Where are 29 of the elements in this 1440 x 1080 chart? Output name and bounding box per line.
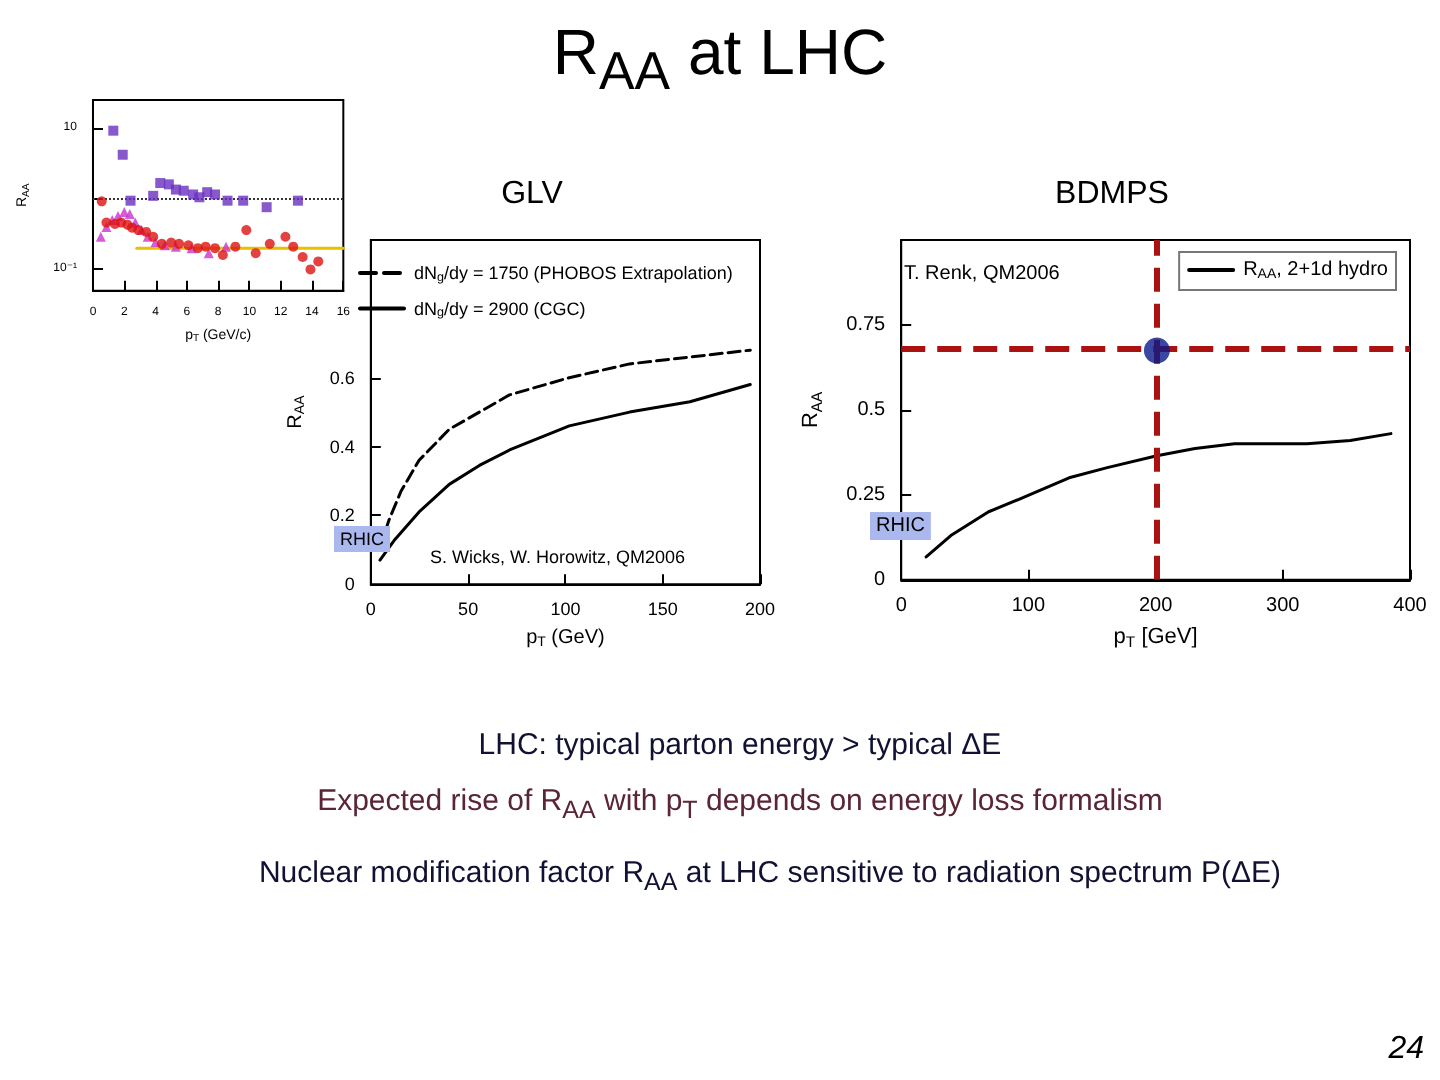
x-tick-label: 0: [895, 594, 908, 617]
x-tick-label: 50: [458, 599, 479, 620]
y-tick-label: 0.4: [329, 436, 355, 457]
annotation: S. Wicks, W. Horowitz, QM2006: [430, 547, 686, 567]
chart-title: BDMPS: [1055, 177, 1169, 211]
annotation: T. Renk, QM2006: [904, 263, 1061, 285]
y-tick-label: 0: [874, 568, 887, 591]
x-tick-label: 200: [1138, 594, 1174, 617]
text: LHC: typical parton energy > typical ΔE: [476, 728, 1004, 762]
text: Expected rise of R$_{AA}$ with p$_{T}$ depends on energy loss formalism: [315, 784, 1165, 824]
x-tick-label: 400: [1393, 594, 1428, 617]
y-tick-label: 0: [344, 574, 355, 595]
text: Nuclear modification factor R$_{AA}$ at LHC sensitive to radiation spectrum P(ΔE): [256, 856, 1284, 896]
x-tick-label: 0: [365, 599, 376, 620]
text: R$_{AA}$ at LHC: [550, 16, 890, 103]
text: 24: [1388, 1032, 1424, 1068]
x-tick-label: 100: [550, 599, 581, 620]
y-tick-label: 0.25: [846, 483, 887, 506]
y-tick-label: 0.5: [857, 398, 887, 421]
x-tick-label: 100: [1011, 594, 1046, 617]
y-tick-label: 0.75: [846, 313, 887, 336]
annotation: RHIC: [876, 515, 925, 537]
chart-title: GLV: [501, 177, 564, 211]
y-tick-label: 0.2: [329, 505, 355, 526]
annotation: RHIC: [340, 529, 385, 549]
x-tick-label: 300: [1266, 594, 1301, 617]
x-tick-label: 200: [744, 599, 776, 620]
y-tick-label: 0.6: [329, 367, 355, 388]
x-tick-label: 150: [647, 599, 678, 620]
